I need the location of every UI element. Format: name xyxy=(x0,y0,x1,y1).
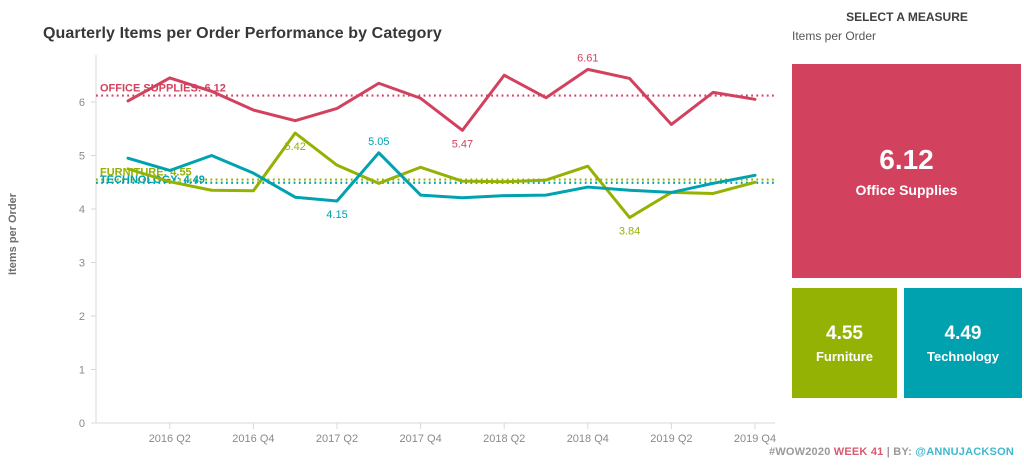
axes: 0 1 2 3 4 5 6 2016 Q2 2016 Q4 2017 Q2 2017 Q4 2018 … xyxy=(79,55,776,445)
card-label: Office Supplies xyxy=(855,182,958,198)
card-label: Furniture xyxy=(815,348,874,364)
x-tick-label: 2018 Q4 xyxy=(567,433,609,445)
x-tick-label: 2019 Q2 xyxy=(650,433,692,445)
x-tick-label: 2016 Q2 xyxy=(149,433,191,445)
card-label: Technology xyxy=(927,348,999,364)
point-label: 6.61 xyxy=(577,52,598,64)
y-tick-label: 5 xyxy=(79,151,85,163)
point-label: 5.05 xyxy=(368,136,389,148)
x-tick-label: 2016 Q4 xyxy=(232,433,274,445)
card-value: 4.49 xyxy=(944,322,982,344)
series-line-technology[interactable] xyxy=(126,151,757,203)
y-tick-label: 1 xyxy=(79,365,85,377)
point-label: 4.15 xyxy=(326,209,347,221)
point-label: 5.42 xyxy=(284,141,305,153)
x-tick-label: 2019 Q4 xyxy=(734,433,776,445)
footer-handle: @ANNUJACKSON xyxy=(915,446,1014,458)
point-annotations: 6.61 5.47 5.42 3.84 5.05 4.15 xyxy=(284,52,640,237)
y-tick-label: 4 xyxy=(79,204,85,216)
line-chart[interactable]: 0 1 2 3 4 5 6 2016 Q2 2016 Q4 2017 Q2 2017 Q4 2018 … xyxy=(0,0,790,465)
footer-hashtag: #WOW2020 xyxy=(769,446,831,458)
x-tick-label: 2017 Q4 xyxy=(399,433,441,445)
x-tick-label: 2017 Q2 xyxy=(316,433,358,445)
chart-title: Quarterly Items per Order Performance by… xyxy=(43,24,442,42)
y-tick-label: 0 xyxy=(79,418,85,430)
selected-measure: Items per Order xyxy=(792,29,877,43)
footer-by: BY: xyxy=(893,446,913,458)
footer-credit: #WOW2020 WEEK 41 | BY: @ANNUJACKSON xyxy=(769,446,1014,458)
y-tick-label: 2 xyxy=(79,311,85,323)
y-tick-label: 6 xyxy=(79,97,85,109)
series-line-office-supplies[interactable] xyxy=(126,67,757,132)
point-label: 3.84 xyxy=(619,226,640,238)
point-label: 5.47 xyxy=(452,138,473,150)
panel-header: SELECT A MEASURE xyxy=(846,10,968,24)
card-value: 6.12 xyxy=(879,144,934,175)
measure-card-technology[interactable]: 4.49 Technology xyxy=(904,288,1022,398)
measure-card-office-supplies[interactable]: 6.12 Office Supplies xyxy=(792,64,1021,278)
series-line-furniture[interactable] xyxy=(126,131,757,220)
y-tick-label: 3 xyxy=(79,258,85,270)
footer-separator: | xyxy=(886,446,891,458)
x-tick-label: 2018 Q2 xyxy=(483,433,525,445)
card-value: 4.55 xyxy=(826,322,863,344)
measure-selector-panel: SELECT A MEASURE Items per Order 6.12 Of… xyxy=(769,0,1024,465)
measure-card-furniture[interactable]: 4.55 Furniture xyxy=(792,288,897,398)
footer-week: WEEK 41 xyxy=(833,446,884,458)
